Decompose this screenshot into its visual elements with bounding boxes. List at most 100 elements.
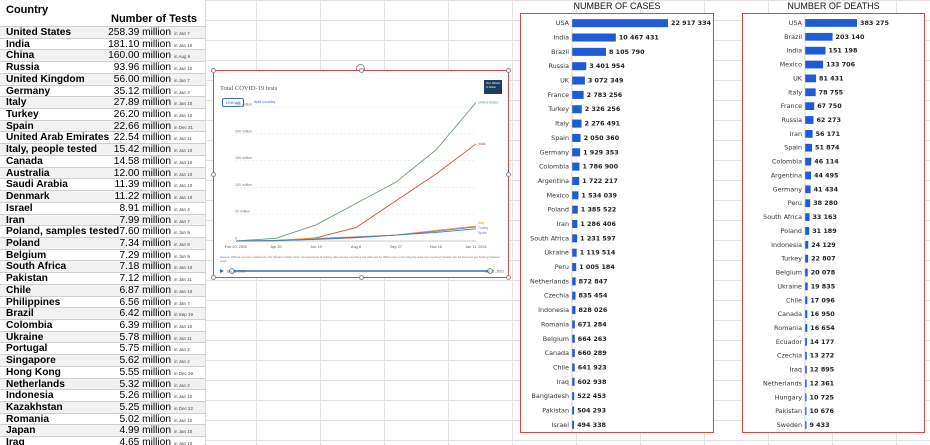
bar-value-label: 62 273 <box>816 116 840 124</box>
resize-handle-n[interactable] <box>359 68 364 73</box>
tests-date-cell: in Jan 10 <box>174 429 193 435</box>
linear-toggle-button[interactable]: LINEAR <box>222 98 245 107</box>
header-country: Country <box>6 4 49 16</box>
bar <box>572 148 581 157</box>
tests-date-cell: in Jan 10 <box>174 441 193 445</box>
tests-date-cell: in Jan 3 <box>174 89 190 95</box>
tests-value-cell: 26.20 million <box>113 109 171 121</box>
bar <box>805 337 807 346</box>
line-chart-embed[interactable]: Total COVID-19 tests Our World in Data L… <box>211 68 511 280</box>
country-cell: Hong Kong <box>6 366 61 378</box>
tests-date-cell: in Jan 7 <box>174 300 190 306</box>
bar-value-label: 383 275 <box>860 19 889 27</box>
country-cell: Belgium <box>6 249 47 261</box>
bar-value-label: 8 105 790 <box>609 48 645 56</box>
bar-value-label: 664 263 <box>578 335 607 343</box>
resize-handle-ne[interactable] <box>506 68 511 73</box>
table-row: Ukraine 5.78 million in Jan 11 <box>0 330 205 343</box>
bar <box>805 116 814 124</box>
tests-date-cell: in Jan 9 <box>174 230 190 236</box>
bar-value-label: 2 783 256 <box>587 91 623 99</box>
bar-value-label: 2 326 256 <box>585 105 621 113</box>
bar-value-label: 46 114 <box>814 158 839 166</box>
country-cell: Indonesia <box>6 390 54 402</box>
country-cell: Iran <box>6 214 25 226</box>
bar <box>805 254 809 263</box>
table-row: Belgium 7.29 million in Jan 9 <box>0 248 205 261</box>
timeline-start-handle[interactable] <box>229 268 235 274</box>
series-line <box>235 228 477 242</box>
tests-value-cell: 6.56 million <box>119 296 171 308</box>
bar <box>572 363 575 372</box>
cases-chart-title: NUMBER OF CASES <box>573 1 661 11</box>
series-label: Turkey <box>478 226 489 230</box>
country-cell: Ukraine <box>6 331 44 343</box>
bar-category-label: Peru <box>555 263 569 271</box>
bar-value-label: 1 534 039 <box>581 191 617 199</box>
country-cell: Netherlands <box>6 378 65 390</box>
series-label: United States <box>478 101 499 105</box>
resize-handle-e[interactable] <box>506 172 511 177</box>
play-icon[interactable] <box>220 269 224 273</box>
x-tick-label: Apr 20 <box>270 245 281 249</box>
bar <box>572 291 576 300</box>
bar <box>572 162 580 171</box>
country-cell: Italy <box>6 97 27 109</box>
bar-category-label: Iran <box>557 220 569 228</box>
resize-handle-se[interactable] <box>506 275 511 280</box>
tests-value-cell: 5.02 million <box>119 413 171 425</box>
deaths-bar-chart: NUMBER OF DEATHS USA 383 275 Brazil 203 140… <box>742 0 925 433</box>
bar <box>572 263 577 272</box>
bar-category-label: Ukraine <box>544 249 569 257</box>
series-line <box>235 102 477 242</box>
resize-handle-sw[interactable] <box>211 275 216 280</box>
table-row: Saudi Arabia 11.39 million in Jan 10 <box>0 178 205 190</box>
bar <box>805 46 826 55</box>
tests-value-cell: 14.58 million <box>113 155 171 167</box>
bar <box>805 310 808 319</box>
table-row: India 181.10 million in Jan 10 <box>0 37 205 50</box>
country-cell: Philippines <box>6 296 61 308</box>
resize-handle-s[interactable] <box>359 275 364 280</box>
bar <box>805 88 816 97</box>
bar-category-label: France <box>548 91 569 99</box>
bar-category-label: Netherlands <box>763 379 803 387</box>
tests-value-cell: 93.96 million <box>113 62 171 74</box>
tests-value-cell: 35.12 million <box>113 85 171 97</box>
bar-value-label: 1 231 597 <box>580 234 616 242</box>
table-row: Colombia 6.39 million in Jan 10 <box>0 318 205 331</box>
bar-value-label: 20 078 <box>811 269 836 277</box>
y-tick-label: 250 million <box>235 103 252 107</box>
add-country-button[interactable]: Add country <box>254 99 276 104</box>
country-cell: Turkey <box>6 109 39 121</box>
tests-date-cell: in Jan 11 <box>174 136 192 142</box>
bar-value-label: 41 434 <box>814 185 839 193</box>
tests-date-cell: in Aug 6 <box>174 54 191 60</box>
country-cell: Portugal <box>6 343 48 355</box>
deaths-chart-title: NUMBER OF DEATHS <box>787 1 880 11</box>
bar-category-label: Iraq <box>557 378 570 386</box>
bar <box>572 320 575 329</box>
tests-date-cell: in Jan 7 <box>174 218 190 224</box>
timeline-end-handle[interactable] <box>487 268 493 274</box>
tests-date-cell: in Jan 10 <box>174 113 193 119</box>
table-row: Italy 27.89 million in Jan 10 <box>0 96 205 108</box>
tests-value-cell: 6.42 million <box>119 308 171 320</box>
bar-category-label: India <box>786 47 802 55</box>
tests-date-cell: in Jan 3 <box>174 382 190 388</box>
x-tick-label: Aug 8 <box>351 245 361 249</box>
bar-category-label: Peru <box>788 199 802 207</box>
bar-category-label: Brazil <box>784 33 802 41</box>
bar-category-label: Romania <box>541 320 569 328</box>
bar <box>805 365 807 374</box>
bar <box>805 268 808 277</box>
tests-value-cell: 5.78 million <box>119 331 171 343</box>
tests-value-cell: 27.89 million <box>113 97 171 109</box>
tests-value-cell: 5.62 million <box>119 355 171 367</box>
country-cell: Spain <box>6 120 34 132</box>
resize-handle-nw[interactable] <box>211 68 216 73</box>
tests-value-cell: 22.66 million <box>113 120 171 132</box>
bar <box>805 296 808 305</box>
resize-handle-w[interactable] <box>211 172 216 177</box>
bar-category-label: Colombia <box>539 163 569 171</box>
